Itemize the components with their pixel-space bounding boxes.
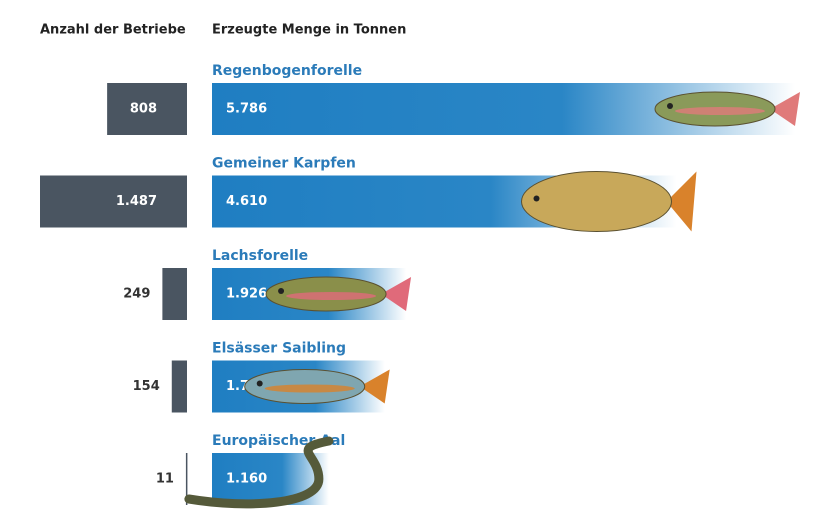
category-label: Gemeiner Karpfen: [212, 156, 356, 172]
bar: [162, 268, 187, 320]
category-label: Lachsforelle: [212, 248, 308, 264]
fish-illustration: [257, 381, 263, 387]
value-label: 1.926: [226, 287, 267, 302]
fish-illustration: [534, 196, 540, 202]
fish-illustration: [675, 107, 765, 115]
fish-illustration: [522, 172, 672, 232]
value-label: 4.610: [226, 194, 267, 209]
right-title: Erzeugte Menge in Tonnen: [212, 23, 406, 38]
bar: [40, 176, 187, 228]
fish-illustration: [278, 288, 284, 294]
left-title: Anzahl der Betriebe: [40, 23, 186, 38]
fish-illustration: [265, 385, 355, 393]
value-label: 1.160: [226, 472, 267, 487]
value-label: 154: [133, 379, 160, 394]
value-label: 1.487: [116, 194, 157, 209]
value-label: 808: [130, 102, 157, 117]
value-label: 249: [123, 287, 150, 302]
fish-illustration: [667, 103, 673, 109]
value-label: 5.786: [226, 102, 267, 117]
chart: Anzahl der Betriebe Erzeugte Menge in To…: [0, 0, 816, 530]
value-label: 11: [156, 472, 174, 487]
fish-illustration: [286, 292, 376, 300]
bar: [172, 361, 187, 413]
category-label: Regenbogenforelle: [212, 63, 362, 79]
category-label: Elsässer Saibling: [212, 341, 346, 357]
